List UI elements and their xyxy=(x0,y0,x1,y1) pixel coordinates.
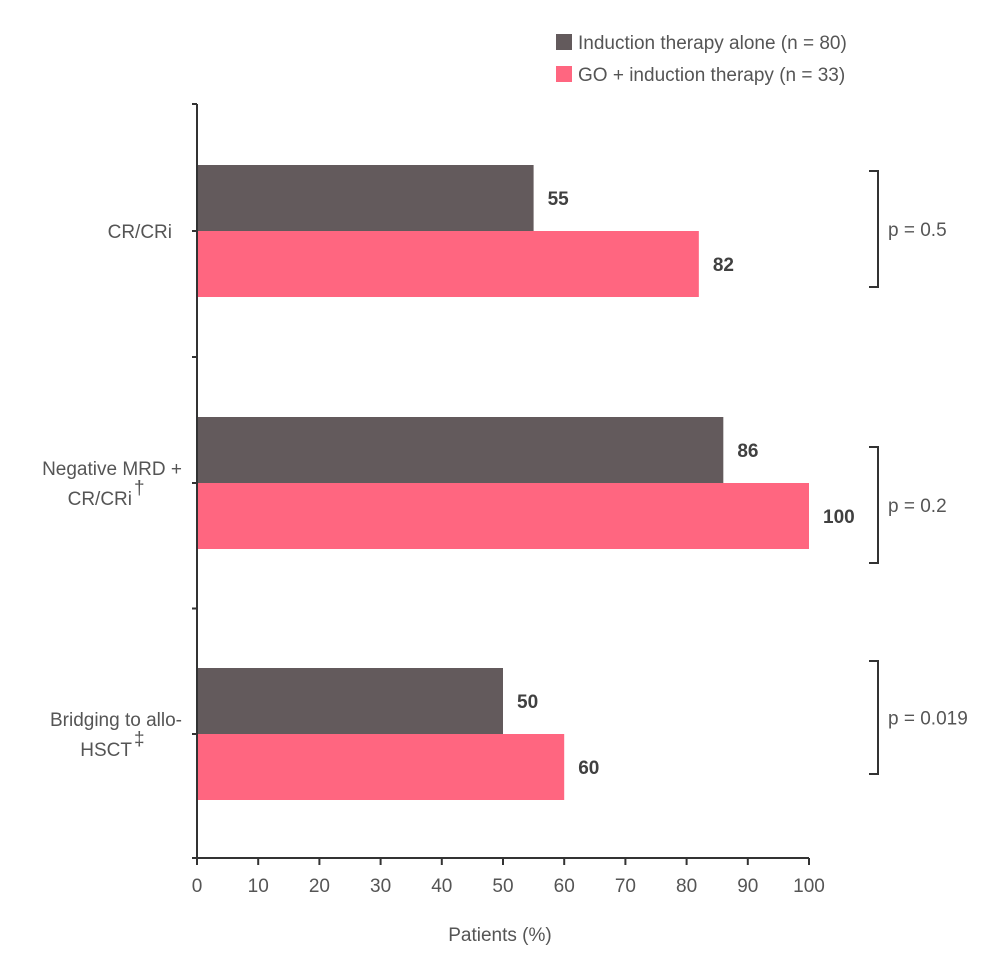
p-value-bracket-3 xyxy=(869,660,879,775)
x-tick-label-100: 100 xyxy=(793,876,825,897)
x-tick-label-60: 60 xyxy=(554,876,575,897)
bar-series2-cat2 xyxy=(197,483,809,549)
legend-swatch-2 xyxy=(556,66,572,82)
p-value-bracket-2 xyxy=(869,446,879,564)
x-tick-label-90: 90 xyxy=(737,876,758,897)
p-value-bracket-1 xyxy=(869,170,879,288)
data-label-series1-cat3: 50 xyxy=(517,692,538,713)
bar-series1-cat2 xyxy=(197,417,724,483)
bars-group xyxy=(197,165,809,800)
axes-group: 0 10 20 30 40 50 60 70 80 90 100 Patients (%) xyxy=(192,103,825,946)
legend-label-2: GO + induction therapy (n = 33) xyxy=(578,65,845,86)
bar-series1-cat3 xyxy=(197,668,503,734)
p-value-label-1: p = 0.5 xyxy=(888,220,947,241)
category-label-3-superscript: ‡ xyxy=(134,729,145,750)
data-label-series1-cat1: 55 xyxy=(548,189,570,210)
legend: Induction therapy alone (n = 80) GO + ind… xyxy=(556,33,847,86)
x-tick-label-10: 10 xyxy=(248,876,269,897)
x-tick-label-50: 50 xyxy=(492,876,513,897)
bar-series2-cat3 xyxy=(197,734,565,800)
category-label-1: CR/CRi xyxy=(108,222,172,243)
data-label-series2-cat3: 60 xyxy=(578,758,599,779)
x-tick-label-80: 80 xyxy=(676,876,697,897)
bar-series1-cat1 xyxy=(197,165,534,231)
data-label-series1-cat2: 86 xyxy=(737,441,758,462)
category-label-2-line2: CR/CRi xyxy=(68,489,132,510)
legend-label-1: Induction therapy alone (n = 80) xyxy=(578,33,847,54)
x-tick-label-0: 0 xyxy=(192,876,203,897)
category-label-3-line1: Bridging to allo- xyxy=(50,710,182,731)
p-value-label-2: p = 0.2 xyxy=(888,496,947,517)
category-label-2-line1: Negative MRD + xyxy=(42,459,182,480)
data-label-series2-cat2: 100 xyxy=(823,507,855,528)
x-tick-label-40: 40 xyxy=(431,876,452,897)
x-tick-label-70: 70 xyxy=(615,876,636,897)
category-label-3-line2: HSCT xyxy=(80,740,132,761)
x-tick-label-20: 20 xyxy=(309,876,330,897)
data-labels-group: 55 86 50 82 100 60 xyxy=(517,189,855,779)
bar-series2-cat1 xyxy=(197,231,699,297)
data-label-series2-cat1: 82 xyxy=(713,255,734,276)
x-axis-title: Patients (%) xyxy=(448,925,551,946)
p-values-group: p = 0.5 p = 0.2 p = 0.019 xyxy=(869,170,968,775)
p-value-label-3: p = 0.019 xyxy=(888,709,968,730)
category-label-2-superscript: † xyxy=(134,478,145,499)
legend-swatch-1 xyxy=(556,34,572,50)
x-tick-label-30: 30 xyxy=(370,876,391,897)
